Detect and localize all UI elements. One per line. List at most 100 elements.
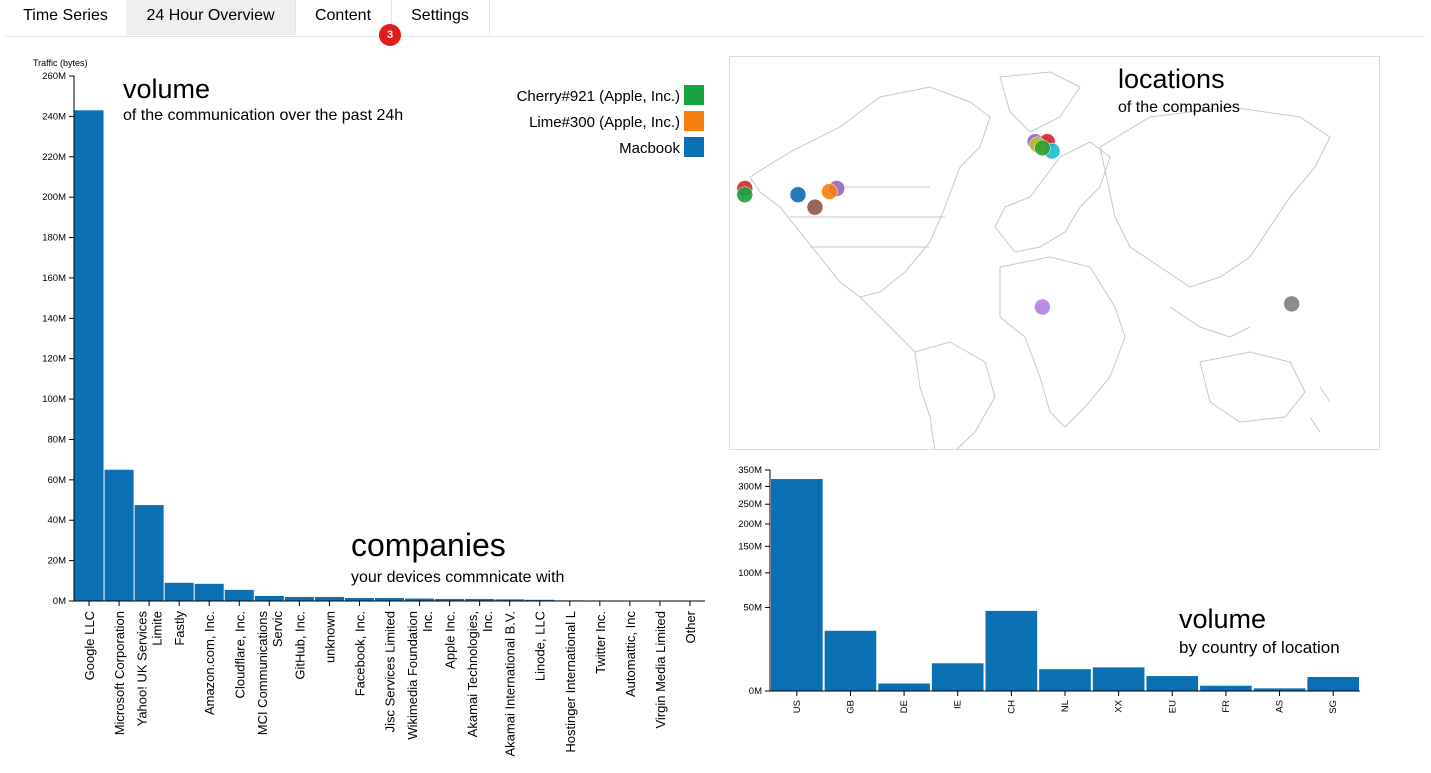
x-tick-label: MCI Communications Servic: [255, 611, 285, 736]
y-tick-label: 120M: [42, 354, 66, 365]
x-tick-label-line: Google LLC: [82, 611, 97, 680]
y-tick-label: 200M: [42, 192, 66, 203]
bar: [104, 469, 134, 601]
company-volume-chart: Traffic (bytes) 0M 20M 40M 60M 80M 100M 120M 14…: [33, 58, 705, 757]
location-marker: [1283, 295, 1300, 313]
bars: [74, 110, 705, 602]
x-tick-label-line: Inc.: [420, 611, 435, 632]
bar: [1307, 677, 1359, 691]
x-axis: US GB DE IE CH NL XX EU FR AS SG: [770, 690, 1360, 714]
x-tick-label-line: Hostinger International L: [563, 611, 578, 753]
x-tick-label-line: Automattic, Inc: [623, 611, 638, 697]
bar: [254, 595, 284, 601]
y-tick-label: 300M: [738, 481, 762, 492]
bar: [824, 630, 877, 691]
bar: [344, 597, 374, 601]
x-tick-label: Linode, LLC: [533, 611, 548, 681]
y-axis: 0M 20M 40M 60M 80M 100M 120M 140M 160M 180M 200M 22…: [42, 71, 75, 607]
location-marker: [789, 186, 807, 203]
locations-map[interactable]: locations of the companies: [729, 56, 1380, 450]
x-tick-label-line: Fastly: [172, 611, 187, 646]
bar: [525, 599, 555, 601]
y-tick-label: 200M: [738, 519, 762, 530]
x-tick-label: SG: [1328, 700, 1339, 714]
legend-label-macbook: Macbook: [619, 140, 680, 157]
location-marker: [1034, 139, 1051, 157]
bar: [374, 597, 405, 601]
x-tick-label-line: Amazon.com, Inc.: [202, 611, 217, 715]
y-tick-label: 220M: [42, 152, 66, 163]
location-marker: [1034, 298, 1051, 316]
x-tick-label-line: unknown: [322, 611, 337, 663]
bar: [771, 479, 823, 691]
x-tick-label-line: Cloudflare, Inc.: [232, 611, 247, 698]
y-tick-label: 140M: [42, 313, 66, 324]
bar: [74, 110, 104, 602]
bar: [1253, 688, 1306, 691]
x-tick-label: Other: [683, 610, 698, 643]
legend-label-lime: Lime#300 (Apple, Inc.): [529, 114, 680, 131]
x-tick-label-line: Akamai Technologies,: [465, 611, 480, 737]
x-tick-label-line: Wikimedia Foundation: [405, 611, 420, 740]
content-notification-badge: 3: [379, 24, 401, 46]
bar: [224, 589, 254, 601]
x-tick-label: XX: [1114, 699, 1125, 712]
x-tick-label-line: MCI Communications: [255, 611, 270, 736]
y-axis-label: Traffic (bytes): [33, 58, 88, 68]
x-tick-label: Akamai Technologies, Inc.: [465, 611, 495, 737]
tab-settings[interactable]: Settings: [391, 0, 490, 35]
map-subheading: of the companies: [1118, 99, 1240, 116]
y-tick-label: 150M: [738, 541, 762, 552]
x-tick-label: FR: [1221, 700, 1232, 713]
x-tick-label: NL: [1060, 700, 1071, 712]
y-tick-label: 20M: [48, 556, 67, 567]
y-tick-label: 160M: [42, 273, 66, 284]
x-tick-label: Twitter Inc.: [593, 611, 608, 674]
x-tick-label: Wikimedia Foundation Inc.: [405, 611, 435, 740]
legend: Cherry#921 (Apple, Inc.) Lime#300 (Apple…: [517, 85, 704, 157]
bar: [1092, 667, 1145, 691]
bar: [284, 596, 314, 601]
bar: [1146, 676, 1199, 691]
location-markers: [736, 133, 1300, 316]
bar: [314, 596, 344, 601]
bar: [495, 599, 525, 601]
bar: [931, 663, 984, 691]
x-tick-label: Facebook, Inc.: [352, 611, 367, 696]
bar: [465, 598, 495, 601]
country-chart-subheading: by country of location: [1179, 638, 1340, 657]
x-tick-label: Jisc Services Limited: [383, 611, 398, 732]
bar: [435, 598, 465, 601]
map-heading: locations: [1118, 64, 1225, 94]
bars: [771, 479, 1359, 691]
x-tick-label: Yahoo! UK Services Limite: [135, 611, 165, 727]
tab-time-series[interactable]: Time Series: [5, 0, 127, 35]
x-tick-label-line: Microsoft Corporation: [112, 611, 127, 735]
legend-swatch-macbook[interactable]: [684, 137, 704, 157]
location-marker: [821, 183, 838, 200]
legend-swatch-lime[interactable]: [684, 111, 704, 131]
y-tick-label: 250M: [738, 499, 762, 510]
bar: [134, 505, 164, 601]
x-tick-label-line: Servic: [270, 611, 285, 648]
x-tick-label-line: Other: [683, 610, 698, 643]
bar: [194, 583, 224, 601]
x-tick-label: GitHub, Inc.: [292, 611, 307, 680]
country-outlines: [749, 71, 1331, 449]
x-tick-label-line: GitHub, Inc.: [292, 611, 307, 680]
legend-swatch-cherry[interactable]: [684, 85, 704, 105]
y-tick-label: 350M: [738, 465, 762, 476]
x-tick-label: Virgin Media Limited: [653, 611, 668, 729]
x-tick-label-line: Limite: [150, 611, 165, 646]
x-tick-label-line: Facebook, Inc.: [352, 611, 367, 696]
x-tick-label-line: Twitter Inc.: [593, 611, 608, 674]
tab-content[interactable]: Content: [295, 0, 392, 35]
y-tick-label: 50M: [744, 602, 763, 613]
tab-24-hour-overview[interactable]: 24 Hour Overview: [126, 0, 296, 35]
x-tick-label: Google LLC: [82, 611, 97, 680]
annotation-heading: companies: [351, 527, 506, 563]
chart-subheading: of the communication over the past 24h: [123, 107, 403, 124]
bar: [1200, 685, 1252, 691]
x-tick-label-line: Jisc Services Limited: [383, 611, 398, 732]
y-tick-label: 180M: [42, 233, 66, 244]
